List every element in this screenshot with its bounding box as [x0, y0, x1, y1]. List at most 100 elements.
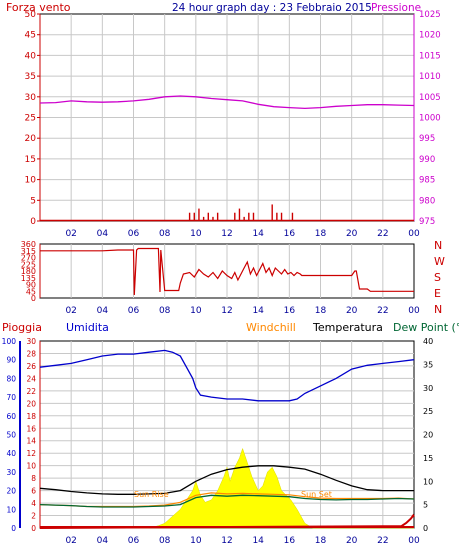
- x-tick-label: 20: [346, 306, 358, 316]
- y-tick-label-rain: 24: [26, 374, 36, 383]
- y-tick-label-rain: 18: [26, 412, 36, 421]
- y-tick-label-rain: 2: [31, 512, 36, 521]
- x-tick-label: 22: [377, 229, 388, 239]
- y-tick-label-rain: 4: [31, 499, 36, 508]
- y-tick-label-temperature: 5: [423, 501, 428, 510]
- y-tick-label-wind: 25: [25, 114, 36, 124]
- y-tick-label-rain: 22: [26, 387, 36, 396]
- x-tick-label: 20: [346, 229, 358, 239]
- wind-direction-series-line: [40, 247, 414, 296]
- y-tick-label-rain: 6: [31, 487, 36, 496]
- y-tick-label-wind: 35: [25, 72, 36, 82]
- y-tick-label-direction: 225: [21, 260, 36, 269]
- x-tick-label: 08: [159, 306, 171, 316]
- x-tick-label: 08: [159, 229, 171, 239]
- x-tick-label: 12: [221, 536, 232, 546]
- direction-letter: N: [434, 303, 442, 316]
- x-tick-label: 00: [408, 229, 420, 239]
- x-tick-label: 10: [190, 306, 202, 316]
- dewpoint-legend: Dew Point (°C: [393, 321, 459, 334]
- x-tick-label: 04: [97, 536, 109, 546]
- sunset-marker-label: Sun Set: [301, 490, 332, 499]
- y-tick-label-pressure: 990: [419, 155, 435, 165]
- y-tick-label-pressure: 1005: [419, 93, 441, 103]
- x-tick-label: 14: [252, 306, 264, 316]
- y-tick-label-direction: 270: [21, 254, 36, 263]
- y-tick-label-temperature: 10: [423, 477, 433, 486]
- direction-letter: W: [434, 255, 445, 268]
- y-tick-label-pressure: 975: [419, 217, 435, 227]
- temperature-legend: Temperatura: [312, 321, 383, 334]
- y-tick-label-wind: 40: [25, 51, 37, 61]
- y-tick-label-rain: 0: [31, 524, 36, 533]
- y-tick-label-pressure: 995: [419, 134, 435, 144]
- x-tick-label: 16: [284, 536, 296, 546]
- y-tick-label-rain: 30: [26, 337, 36, 346]
- y-tick-label-rain: 8: [31, 474, 36, 483]
- rain-series-line: [39, 513, 415, 529]
- rain-axis-title: Pioggia: [2, 321, 42, 334]
- x-tick-label: 00: [408, 306, 420, 316]
- y-tick-label-pressure: 980: [419, 196, 435, 206]
- x-tick-label: 10: [190, 536, 202, 546]
- x-tick-label: 16: [284, 306, 296, 316]
- y-tick-label-rain: 26: [26, 362, 36, 371]
- y-tick-label-wind: 50: [25, 10, 37, 20]
- x-tick-label: 22: [377, 306, 388, 316]
- x-tick-label: 02: [65, 306, 76, 316]
- y-tick-label-rain: 16: [26, 424, 36, 433]
- y-tick-label-wind: 20: [25, 134, 37, 144]
- y-tick-label-pressure: 985: [419, 176, 435, 186]
- y-tick-label-wind: 15: [25, 155, 36, 165]
- pressure-axis-title: Pressione: [371, 2, 421, 14]
- y-tick-label-direction: 360: [21, 240, 36, 249]
- x-tick-label: 06: [128, 306, 140, 316]
- y-tick-label-direction: 315: [21, 247, 36, 256]
- y-tick-label-humidity: 50: [6, 431, 16, 440]
- wind-speed-axis-title: Forza vento: [6, 1, 71, 14]
- solar-radiation-area: [40, 447, 414, 529]
- x-tick-label: 08: [159, 536, 171, 546]
- windchill-legend: Windchill: [246, 321, 296, 334]
- x-tick-label: 00: [408, 536, 420, 546]
- y-tick-label-direction: 135: [21, 274, 36, 283]
- y-tick-label-direction: 90: [26, 281, 36, 290]
- y-tick-label-humidity: 10: [6, 505, 16, 514]
- y-tick-label-humidity: 90: [6, 356, 16, 365]
- y-tick-label-pressure: 1025: [419, 10, 441, 20]
- pressure-series-line: [39, 95, 415, 110]
- y-tick-label-temperature: 40: [423, 337, 433, 346]
- y-tick-label-wind: 10: [25, 176, 37, 186]
- humidity-axis-title: Umidita: [66, 321, 109, 334]
- y-tick-label-humidity: 20: [6, 487, 16, 496]
- y-tick-label-wind: 5: [30, 196, 36, 206]
- x-tick-label: 06: [128, 229, 140, 239]
- direction-letter: S: [434, 271, 441, 284]
- x-tick-label: 04: [97, 229, 109, 239]
- y-tick-label-temperature: 35: [423, 360, 433, 369]
- direction-letter: N: [434, 239, 442, 252]
- x-tick-label: 16: [284, 229, 296, 239]
- y-tick-label-rain: 12: [26, 449, 36, 458]
- x-tick-label: 18: [315, 536, 327, 546]
- y-tick-label-humidity: 100: [2, 337, 17, 346]
- y-tick-label-pressure: 1010: [419, 72, 441, 82]
- x-tick-label: 02: [65, 536, 76, 546]
- x-tick-label: 18: [315, 306, 327, 316]
- humidity-series-line: [39, 349, 415, 402]
- x-tick-label: 20: [346, 536, 358, 546]
- y-tick-label-wind: 30: [25, 93, 37, 103]
- x-tick-label: 04: [97, 306, 109, 316]
- y-tick-label-humidity: 40: [6, 449, 16, 458]
- y-tick-label-wind: 0: [30, 217, 36, 227]
- x-tick-label: 12: [221, 229, 232, 239]
- y-tick-label-temperature: 15: [423, 454, 433, 463]
- y-tick-label-temperature: 0: [423, 524, 428, 533]
- y-tick-label-rain: 14: [26, 437, 36, 446]
- y-tick-label-rain: 28: [26, 349, 36, 358]
- sunrise-marker-label: Sun Rise: [134, 490, 169, 499]
- y-tick-label-rain: 10: [26, 462, 36, 471]
- y-tick-label-direction: 0: [31, 294, 36, 303]
- y-tick-label-humidity: 30: [6, 468, 16, 477]
- x-tick-label: 14: [252, 536, 264, 546]
